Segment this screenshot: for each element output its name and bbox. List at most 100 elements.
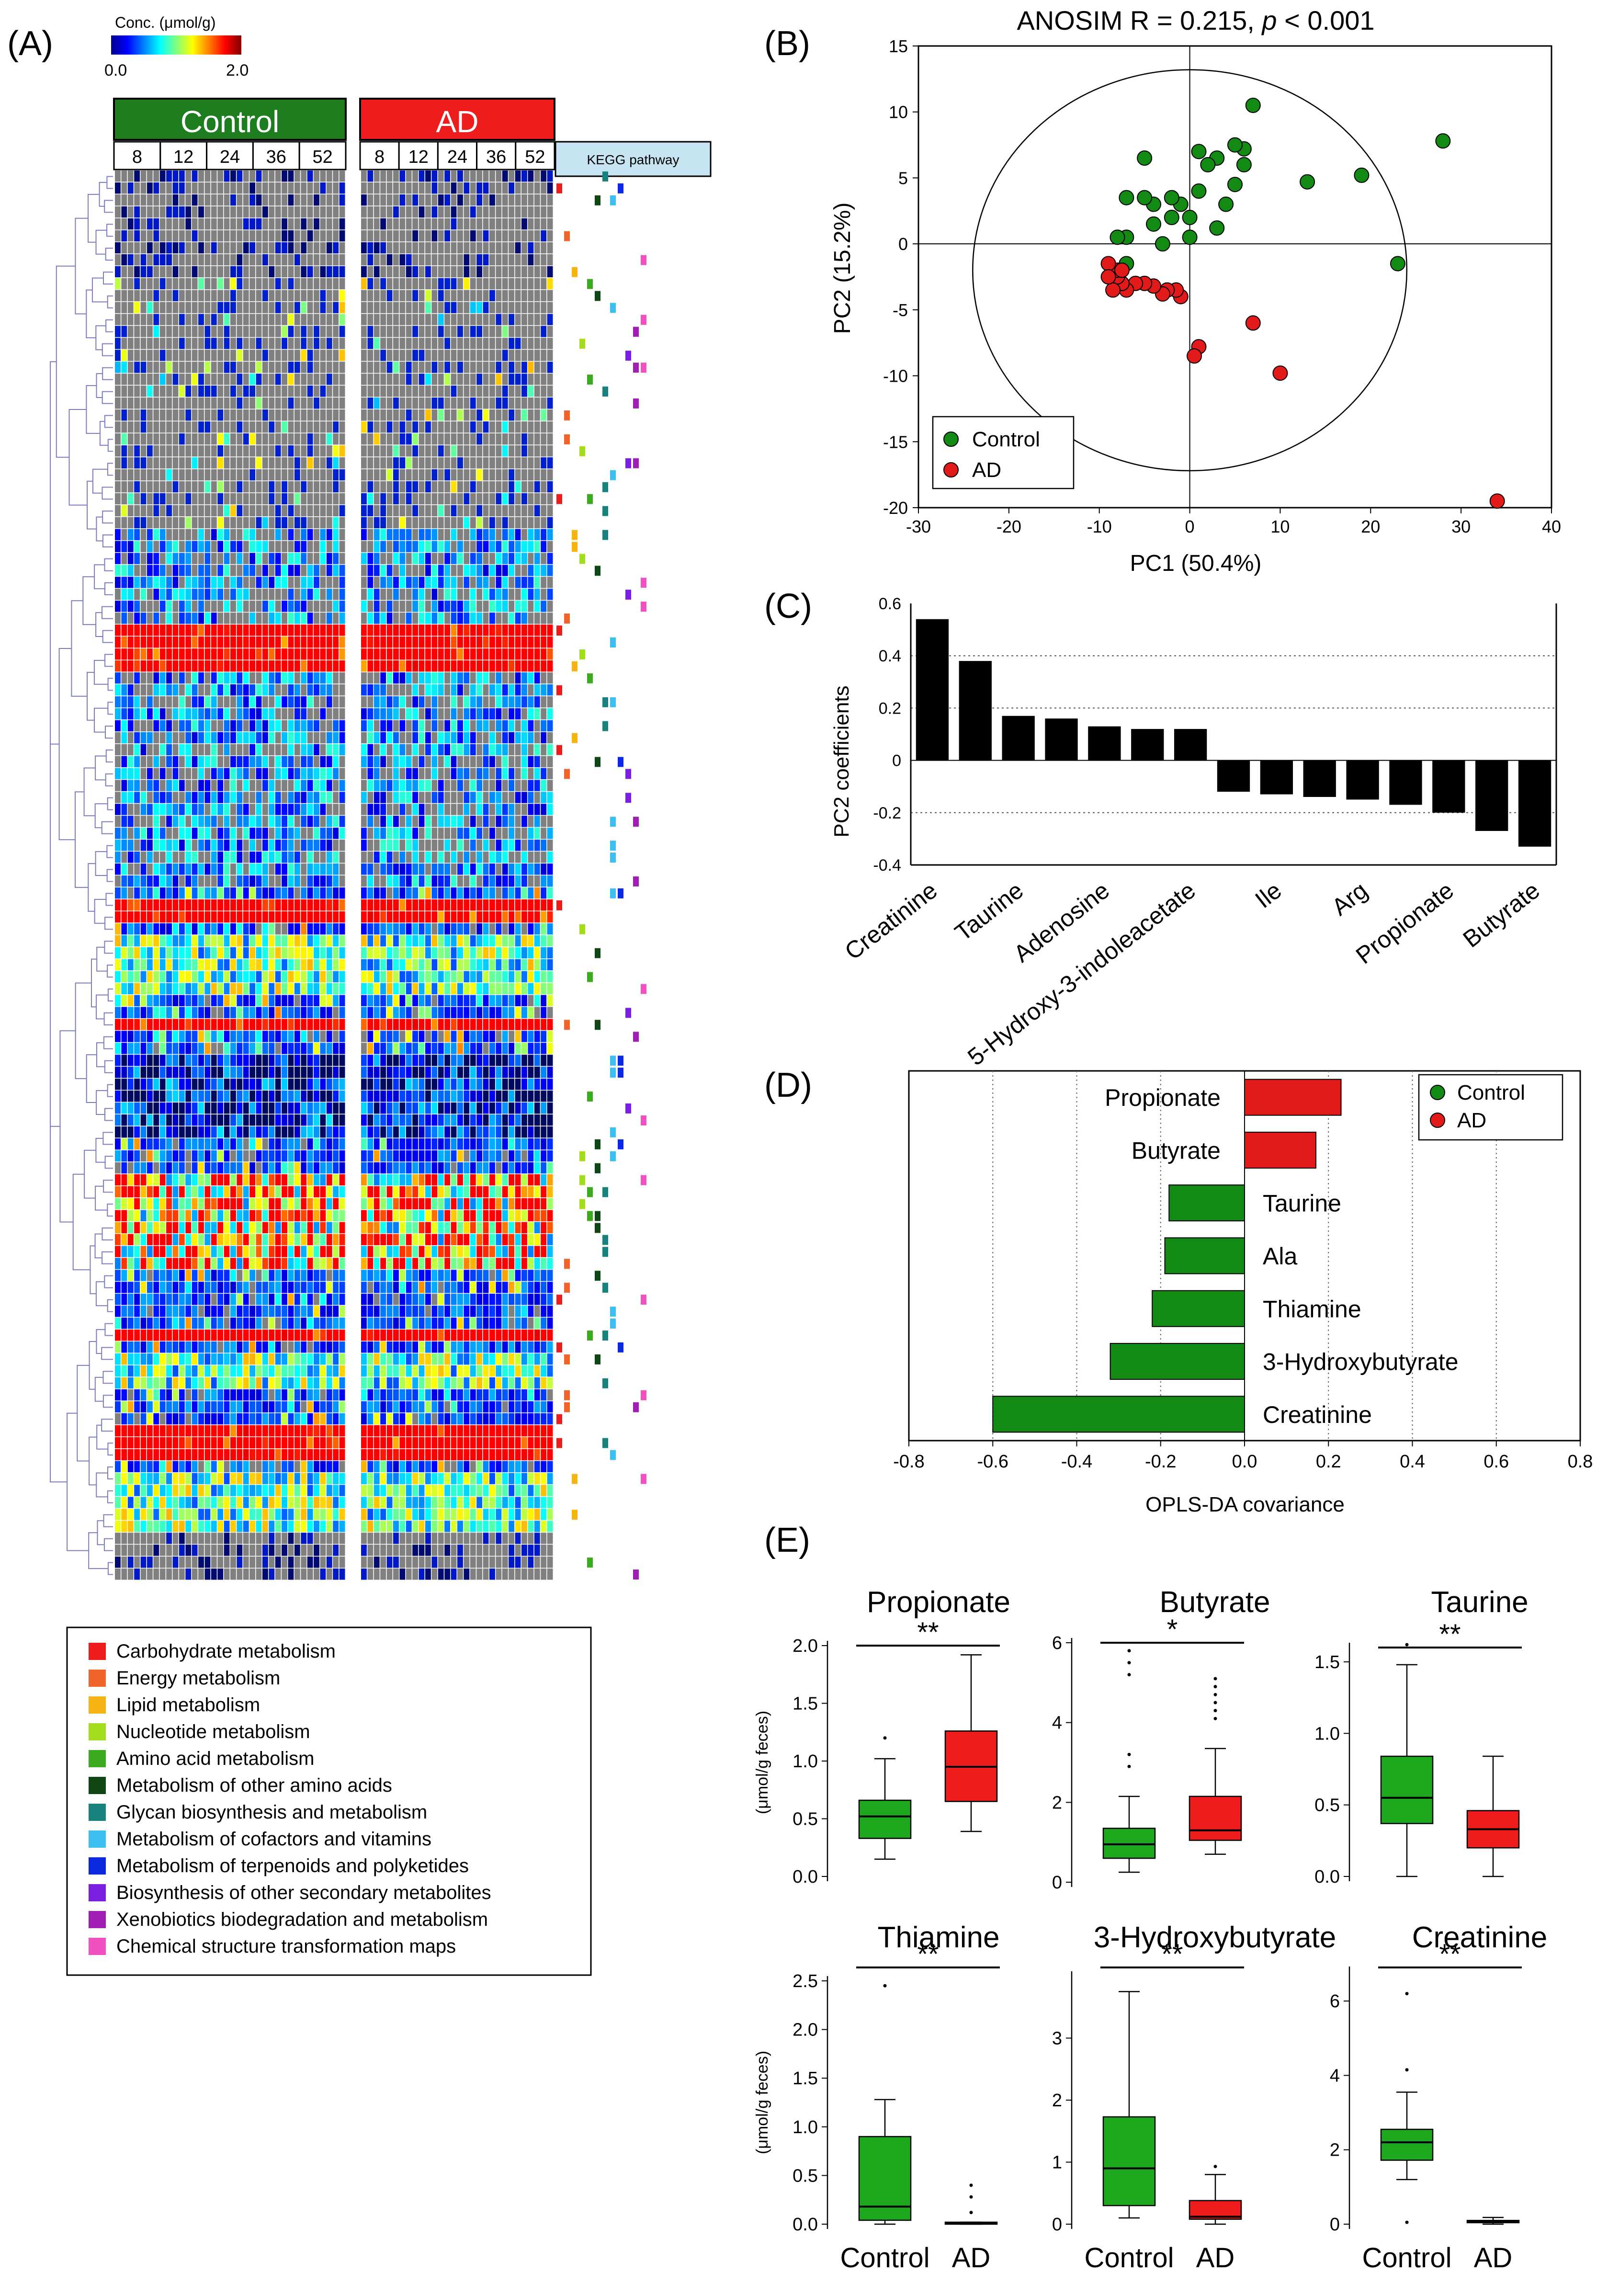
heatmap-cell [140, 696, 147, 708]
heatmap-cell [249, 1341, 256, 1353]
heatmap-cell [172, 529, 179, 540]
heatmap-cell [224, 1114, 230, 1126]
heatmap-cell [249, 302, 256, 313]
heatmap-cell [425, 290, 431, 301]
heatmap-cell [153, 1091, 159, 1102]
heatmap-cell [509, 266, 515, 278]
heatmap-cell [115, 242, 121, 254]
heatmap-cell [282, 1449, 287, 1461]
heatmap-cell [159, 386, 166, 397]
heatmap-cell [166, 744, 172, 756]
heatmap-cell [192, 1138, 198, 1150]
heatmap-cell [294, 194, 300, 206]
heatmap-cell [294, 684, 300, 696]
heatmap-cell [288, 1377, 294, 1389]
heatmap-cell [217, 206, 224, 218]
heatmap-cell [230, 864, 236, 875]
heatmap-cell [307, 1246, 313, 1257]
heatmap-cell [314, 1330, 319, 1341]
heatmap-cell [262, 1067, 268, 1078]
heatmap-cell [172, 1425, 179, 1437]
heatmap-cell [198, 433, 204, 445]
heatmap-cell [301, 1055, 307, 1066]
heatmap-cell [121, 911, 127, 923]
heatmap-cell [198, 170, 204, 182]
heatmap-cell [172, 1043, 179, 1054]
heatmap-cell [140, 1138, 147, 1150]
heatmap-cell [339, 218, 345, 230]
heatmap-cell [275, 1497, 281, 1508]
heatmap-cell [134, 386, 140, 397]
heatmap-cell [249, 1318, 256, 1329]
heatmap-cell [204, 1091, 211, 1102]
heatmap-cell [204, 768, 211, 779]
heatmap-cell [256, 577, 262, 588]
heatmap-cell [127, 398, 134, 409]
heatmap-cell [534, 290, 540, 301]
heatmap-cell [192, 637, 198, 648]
heatmap-cell [256, 1557, 262, 1568]
heatmap-cell [153, 1569, 159, 1580]
heatmap-cell [339, 457, 345, 469]
heatmap-cell [121, 230, 127, 242]
heatmap-cell [269, 1569, 275, 1580]
heatmap-cell [179, 1425, 185, 1437]
heatmap-cell [230, 672, 236, 684]
heatmap-cell [230, 613, 236, 624]
heatmap-cell [476, 290, 483, 301]
heatmap-cell [438, 278, 444, 289]
heatmap-cell [339, 1162, 345, 1174]
heatmap-cell [275, 1126, 281, 1138]
heatmap-cell [288, 1497, 294, 1508]
heatmap-cell [217, 887, 224, 899]
heatmap-cell [339, 971, 345, 983]
heatmap-cell [115, 864, 121, 875]
heatmap-cell [153, 1067, 159, 1078]
heatmap-cell [301, 1533, 307, 1544]
heatmap-cell [243, 362, 249, 373]
heatmap-cell [237, 170, 243, 182]
heatmap-cell [256, 1425, 262, 1437]
heatmap-cell [314, 840, 319, 851]
heatmap-cell [166, 1533, 172, 1544]
heatmap-cell [269, 613, 275, 624]
heatmap-cell [230, 1485, 236, 1496]
heatmap-cell [521, 314, 527, 325]
heatmap-cell [262, 1461, 268, 1472]
heatmap-cell [115, 1019, 121, 1030]
heatmap-cell [159, 374, 166, 385]
dendrogram-branch [77, 1364, 90, 1462]
heatmap-cell [204, 708, 211, 720]
heatmap-cell [256, 995, 262, 1006]
heatmap-cell [457, 374, 463, 385]
heatmap-cell [320, 899, 326, 911]
heatmap-cell [269, 744, 275, 756]
heatmap-cell [211, 864, 217, 875]
heatmap-cell [121, 1210, 127, 1222]
heatmap-cell [339, 756, 345, 767]
heatmap-cell [121, 1103, 127, 1114]
heatmap-cell [528, 314, 534, 325]
heatmap-cell [249, 660, 256, 672]
heatmap-cell [314, 1150, 319, 1162]
heatmap-cell [249, 792, 256, 803]
heatmap-cell [211, 1461, 217, 1472]
heatmap-cell [192, 1365, 198, 1377]
heatmap-cell [243, 780, 249, 791]
heatmap-cell [249, 1294, 256, 1305]
heatmap-cell [326, 1413, 332, 1425]
heatmap-cell [320, 529, 326, 540]
heatmap-cell [333, 170, 339, 182]
heatmap-cell [204, 409, 211, 421]
heatmap-cell [115, 1306, 121, 1317]
heatmap-cell [127, 1461, 134, 1472]
heatmap-cell [320, 1569, 326, 1580]
heatmap-cell [198, 505, 204, 517]
heatmap-cell [412, 338, 419, 349]
heatmap-cell [256, 1282, 262, 1293]
heatmap-cell [179, 1043, 185, 1054]
heatmap-cell [127, 1007, 134, 1018]
heatmap-cell [256, 1043, 262, 1054]
heatmap-cell [140, 1330, 147, 1341]
heatmap-cell [256, 840, 262, 851]
